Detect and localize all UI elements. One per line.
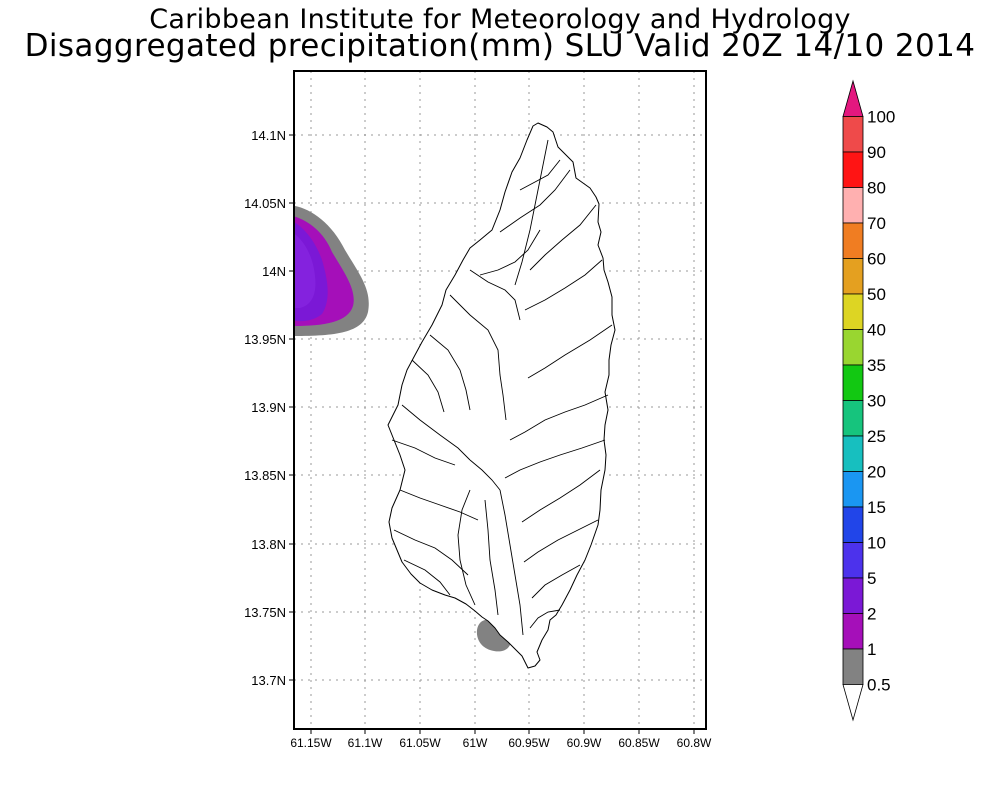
river [531,564,581,599]
river [527,324,613,379]
river [524,259,603,311]
legend-label: 40 [867,321,886,340]
lat-label: 14N [262,264,286,279]
legend-swatch-7 [842,329,864,366]
river [399,489,479,521]
river [529,609,561,629]
legend-label: 25 [867,427,886,446]
legend-label: 90 [867,143,886,162]
legend-swatch-11 [842,471,864,508]
river [469,269,521,321]
legend-label: 60 [867,250,886,269]
lat-label: 13.8N [251,537,286,552]
river [484,499,499,616]
legend-label: 35 [867,356,886,375]
legend-label: 80 [867,179,886,198]
lon-labels: 61.15W 61.1W 61.05W 61W 60.95W 60.9W 60.… [290,736,712,750]
lat-label: 13.85N [244,468,286,483]
river [403,559,451,596]
lat-labels: 14.1N 14.05N 14N 13.95N 13.9N 13.85N 13.… [244,128,286,688]
river [509,394,609,441]
legend-swatch-14 [842,577,864,614]
legend-label: 50 [867,285,886,304]
legend-swatch-12 [842,506,864,543]
lon-label: 60.8W [677,736,712,750]
river [393,529,469,576]
color-legend: 100 90 80 70 60 50 40 35 30 25 20 15 10 5 2 1 0.5 [842,79,895,722]
river [411,359,445,413]
lon-label: 61W [463,736,488,750]
legend-label: 10 [867,534,886,553]
legend-swatch-1 [842,116,864,153]
legend-swatch-15 [842,613,864,650]
island-map [387,122,616,669]
figure-title: Caribbean Institute for Meteorology and … [149,4,851,35]
legend-swatch-0 [842,79,864,117]
legend-swatch-3 [842,187,864,224]
legend-label: 20 [867,463,886,482]
river [499,169,571,233]
legend-label: 100 [867,108,895,127]
lat-label: 13.95N [244,332,286,347]
river [469,459,501,491]
river [457,489,476,606]
river [514,139,549,286]
river [521,469,601,523]
lon-label: 61.05W [399,736,441,750]
tick-marks [289,134,695,734]
lon-label: 60.85W [618,736,660,750]
river [479,229,541,276]
legend-label: 15 [867,498,886,517]
precip-west-2mm-core [294,233,316,308]
legend-swatch-10 [842,435,864,472]
lon-label: 61.1W [348,736,383,750]
legend-swatch-9 [842,400,864,437]
precip-layer [294,205,512,652]
figure-subtitle: Disaggregated precipitation(mm) SLU Vali… [24,28,976,64]
legend-label: 1 [867,640,876,659]
legend-swatch-13 [842,542,864,579]
legend-swatch-8 [842,364,864,401]
legend-swatch-2 [842,151,864,188]
lon-label: 61.15W [290,736,332,750]
legend-label: 30 [867,392,886,411]
legend-label: 70 [867,214,886,233]
lat-label: 13.7N [251,673,286,688]
legend-swatch-16 [842,648,864,685]
river [504,439,606,479]
river [391,439,456,466]
lat-label: 14.05N [244,196,286,211]
river-network [391,139,613,636]
river [529,204,597,271]
lon-label: 60.9W [567,736,602,750]
lon-label: 60.95W [508,736,550,750]
legend-label: 2 [867,605,876,624]
legend-swatch-4 [842,222,864,259]
map-frame [293,70,707,730]
river [401,404,471,461]
river [523,519,599,563]
river [429,334,471,411]
lat-label: 13.9N [251,400,286,415]
legend-swatch-17 [842,684,864,722]
lat-label: 14.1N [251,128,286,143]
lat-label: 13.75N [244,605,286,620]
legend-label: 0.5 [867,676,891,695]
legend-swatch-6 [842,293,864,330]
river [499,489,524,636]
river [519,159,561,191]
legend-swatch-5 [842,258,864,295]
river [449,294,507,421]
island-outline [387,122,616,669]
legend-label: 5 [867,569,876,588]
